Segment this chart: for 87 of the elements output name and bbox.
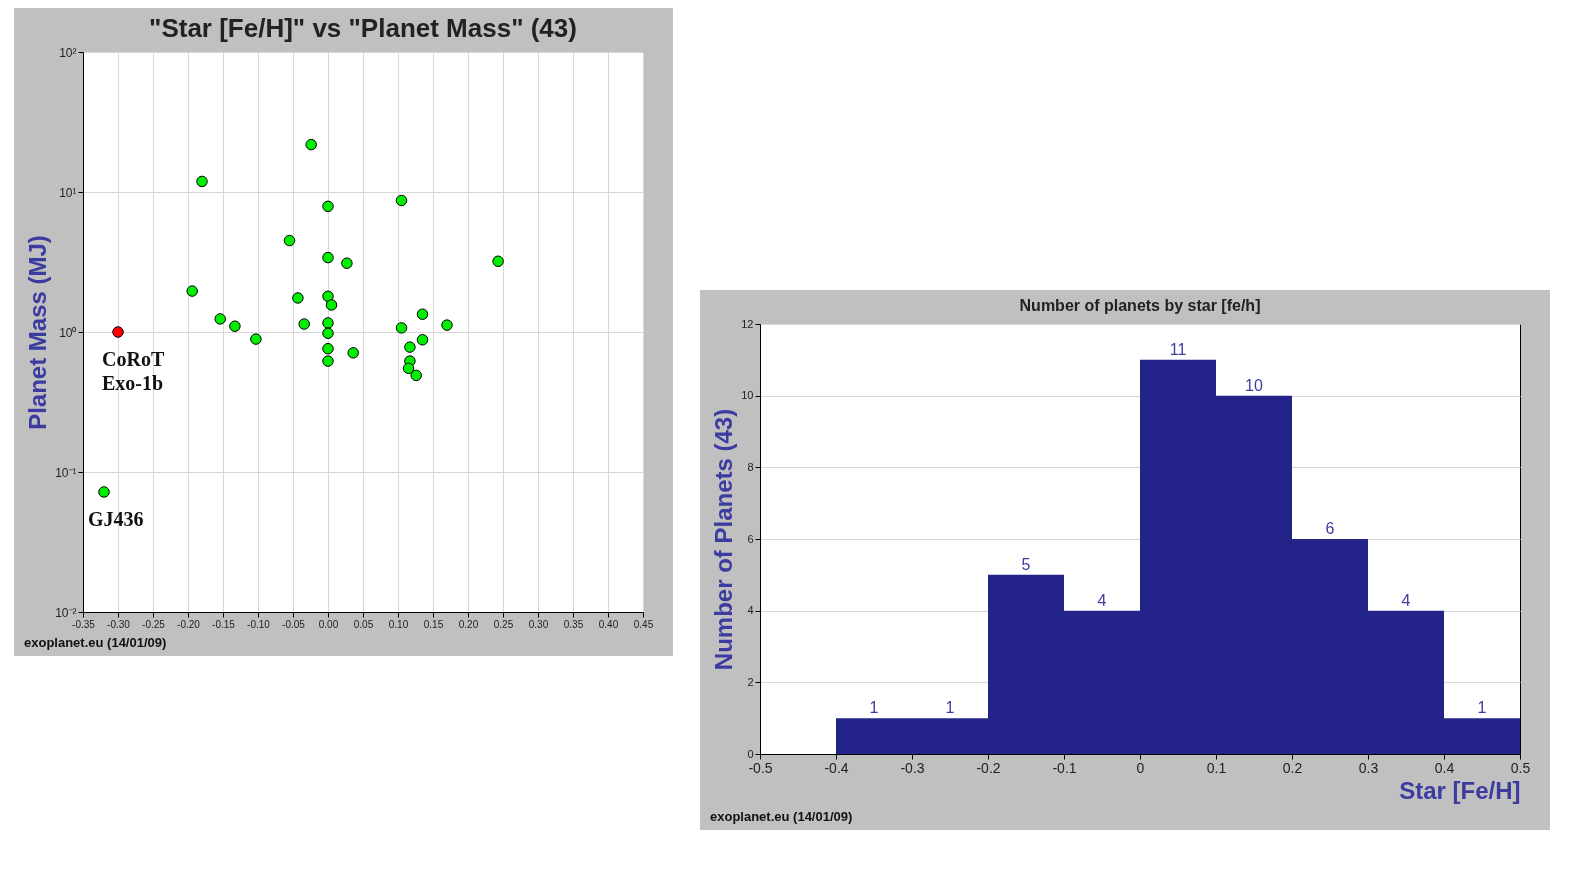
text: exoplanet.eu (14/01/09) <box>23 634 168 652</box>
data-label: 1 <box>869 699 879 717</box>
chart-title: Number of planets by star [fe/h] <box>1019 297 1261 314</box>
x-tick-label: 0.20 <box>458 618 479 630</box>
point <box>416 308 429 320</box>
point <box>492 255 504 268</box>
point <box>229 320 241 332</box>
y-tick-label: 10² <box>59 45 77 60</box>
point <box>305 138 317 151</box>
y-tick-label: 10¹ <box>59 185 77 200</box>
x-tick-label: 0.40 <box>598 618 619 630</box>
point <box>322 327 334 339</box>
point <box>322 342 334 355</box>
annotation: GJ436 <box>88 507 144 530</box>
data-label: 6 <box>1325 520 1335 537</box>
point <box>402 362 415 375</box>
point <box>98 486 110 498</box>
y-tick-label: 10⁻¹ <box>55 465 77 480</box>
point <box>283 234 296 247</box>
x-tick-label: -0.4 <box>824 759 849 776</box>
y-axis-title: Planet Mass (MJ) <box>24 235 52 430</box>
x-tick-label: 0.3 <box>1358 759 1379 776</box>
x-tick-label: 0.30 <box>528 618 549 630</box>
point <box>395 194 408 207</box>
chart-title: "Star [Fe/H]" vs "Planet Mass" (43) <box>149 13 577 43</box>
x-tick-label: -0.25 <box>142 618 166 630</box>
x-tick-label: -0.35 <box>72 618 96 630</box>
x-tick-label: -0.5 <box>748 759 773 776</box>
data-label: 4 <box>1401 591 1411 609</box>
point <box>186 285 198 297</box>
x-tick-label: 0.4 <box>1434 759 1455 776</box>
data-label: 1 <box>1477 699 1487 717</box>
x-tick-label: 0.15 <box>423 618 444 630</box>
y-tick-label: 12 <box>741 317 754 330</box>
x-tick-label: -0.1 <box>1052 759 1077 776</box>
data-label: 10 <box>1245 376 1263 394</box>
annotation: CoRoT Exo-1b <box>102 348 165 394</box>
x-tick-label: -0.15 <box>212 618 236 630</box>
point <box>298 318 310 330</box>
x-tick-label: 0 <box>1136 759 1145 776</box>
x-tick-label: 0.2 <box>1282 759 1303 776</box>
x-tick-label: -0.05 <box>282 618 306 630</box>
y-tick-label: 8 <box>747 460 754 473</box>
x-tick-label: 0.10 <box>388 618 409 630</box>
y-tick-label: 10 <box>741 389 754 402</box>
point <box>404 341 416 353</box>
point <box>214 313 226 325</box>
x-tick-label: 0.35 <box>563 618 584 630</box>
point <box>112 326 124 338</box>
point <box>441 319 453 331</box>
x-tick-label: 0.25 <box>493 618 514 630</box>
y-tick-label: 10⁰ <box>59 325 77 340</box>
y-tick-label: 0 <box>747 747 754 760</box>
y-tick-label: 4 <box>747 604 754 617</box>
point <box>292 292 304 304</box>
data-label: 5 <box>1021 555 1031 573</box>
point <box>416 334 429 346</box>
y-tick-label: 6 <box>747 532 754 545</box>
x-tick-label: 0.05 <box>353 618 374 630</box>
point <box>341 257 353 269</box>
x-tick-label: -0.2 <box>976 759 1001 776</box>
x-tick-label: -0.10 <box>247 618 271 630</box>
point <box>325 299 338 311</box>
x-axis-title: Star [Fe/H] <box>1399 776 1521 804</box>
data-label: 11 <box>1169 340 1187 358</box>
point <box>395 322 408 334</box>
point <box>250 333 262 345</box>
x-tick-label: 0.1 <box>1206 759 1227 776</box>
x-tick-label: 0.5 <box>1510 759 1531 776</box>
point <box>322 251 334 264</box>
x-tick-label: -0.3 <box>900 759 925 776</box>
text: exoplanet.eu (14/01/09) <box>709 808 854 826</box>
point <box>347 347 359 359</box>
data-label: 1 <box>945 699 955 717</box>
y-axis-title: Number of Planets (43) <box>710 408 738 671</box>
x-tick-label: -0.30 <box>107 618 131 630</box>
point <box>322 317 334 329</box>
y-tick-label: 2 <box>747 675 754 688</box>
point <box>196 175 208 188</box>
point <box>410 369 422 382</box>
x-tick-label: 0.45 <box>633 618 654 630</box>
y-tick-label: 10⁻² <box>55 605 77 620</box>
x-tick-label: -0.20 <box>177 618 201 630</box>
point <box>322 200 334 213</box>
x-tick-label: 0.00 <box>318 618 339 630</box>
data-label: 4 <box>1097 591 1107 609</box>
point <box>322 355 334 367</box>
